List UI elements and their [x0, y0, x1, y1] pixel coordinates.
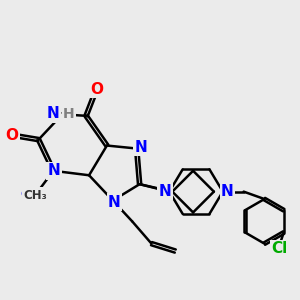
Text: O: O — [90, 82, 103, 97]
Text: N: N — [135, 140, 148, 154]
Text: CH₃: CH₃ — [24, 189, 47, 202]
Text: Cl: Cl — [271, 241, 287, 256]
Text: N: N — [47, 106, 60, 121]
Text: H: H — [55, 107, 67, 121]
Text: N: N — [108, 194, 121, 209]
Text: N: N — [221, 184, 234, 199]
Text: O: O — [5, 128, 18, 142]
Text: N: N — [48, 163, 60, 178]
Text: CH₃: CH₃ — [21, 188, 47, 201]
Text: N: N — [158, 184, 171, 199]
Text: H: H — [63, 107, 75, 121]
